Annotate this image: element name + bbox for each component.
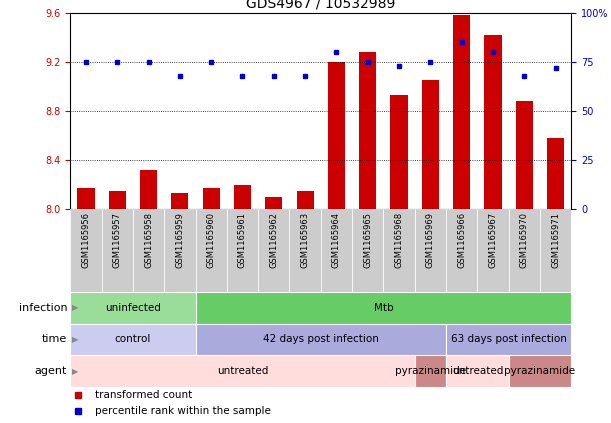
Bar [196, 292, 571, 324]
Text: GSM1165960: GSM1165960 [207, 212, 216, 268]
Bar [485, 35, 502, 209]
Bar [415, 355, 446, 387]
Bar [101, 209, 133, 292]
Text: control: control [115, 335, 151, 344]
Text: ▶: ▶ [71, 335, 78, 344]
Text: agent: agent [35, 366, 67, 376]
Bar [359, 52, 376, 209]
Text: GSM1165967: GSM1165967 [489, 212, 497, 268]
Text: ▶: ▶ [71, 303, 78, 312]
Bar [540, 209, 571, 292]
Bar [70, 292, 196, 324]
Bar [196, 209, 227, 292]
Bar [509, 355, 571, 387]
Text: Mtb: Mtb [373, 303, 393, 313]
Bar [321, 209, 352, 292]
Text: GSM1165958: GSM1165958 [144, 212, 153, 268]
Text: 63 days post infection: 63 days post infection [451, 335, 566, 344]
Bar [328, 62, 345, 209]
Text: GSM1165963: GSM1165963 [301, 212, 310, 268]
Text: GSM1165961: GSM1165961 [238, 212, 247, 268]
Text: untreated: untreated [452, 366, 503, 376]
Bar [446, 209, 477, 292]
Bar [446, 355, 509, 387]
Bar [296, 191, 313, 209]
Bar [547, 138, 564, 209]
Text: GDS4967 / 10532989: GDS4967 / 10532989 [246, 0, 395, 11]
Bar [234, 185, 251, 209]
Text: 42 days post infection: 42 days post infection [263, 335, 379, 344]
Text: uninfected: uninfected [105, 303, 161, 313]
Text: untreated: untreated [217, 366, 268, 376]
Text: infection: infection [18, 303, 67, 313]
Bar [196, 324, 446, 355]
Text: pyrazinamide: pyrazinamide [395, 366, 466, 376]
Bar [415, 209, 446, 292]
Bar [70, 355, 415, 387]
Bar [453, 15, 470, 209]
Bar [509, 209, 540, 292]
Text: GSM1165962: GSM1165962 [269, 212, 278, 268]
Text: GSM1165965: GSM1165965 [364, 212, 372, 268]
Bar [352, 209, 384, 292]
Text: ▶: ▶ [71, 367, 78, 376]
Text: GSM1165969: GSM1165969 [426, 212, 435, 268]
Text: GSM1165956: GSM1165956 [81, 212, 90, 268]
Bar [70, 209, 101, 292]
Text: transformed count: transformed count [95, 390, 192, 400]
Bar [70, 324, 196, 355]
Bar [140, 170, 157, 209]
Text: GSM1165957: GSM1165957 [113, 212, 122, 268]
Bar [109, 191, 126, 209]
Bar [516, 101, 533, 209]
Bar [78, 189, 95, 209]
Bar [203, 189, 220, 209]
Text: time: time [42, 335, 67, 344]
Bar [290, 209, 321, 292]
Bar [384, 209, 415, 292]
Text: GSM1165959: GSM1165959 [175, 212, 185, 268]
Bar [477, 209, 509, 292]
Bar [164, 209, 196, 292]
Bar [227, 209, 258, 292]
Bar [171, 193, 188, 209]
Text: pyrazinamide: pyrazinamide [505, 366, 576, 376]
Text: GSM1165970: GSM1165970 [520, 212, 529, 268]
Bar [258, 209, 290, 292]
Bar [265, 197, 282, 209]
Text: percentile rank within the sample: percentile rank within the sample [95, 406, 271, 416]
Bar [390, 95, 408, 209]
Text: GSM1165971: GSM1165971 [551, 212, 560, 268]
Bar [133, 209, 164, 292]
Bar [446, 324, 571, 355]
Bar [422, 80, 439, 209]
Text: GSM1165968: GSM1165968 [395, 212, 403, 268]
Text: GSM1165964: GSM1165964 [332, 212, 341, 268]
Text: GSM1165966: GSM1165966 [457, 212, 466, 268]
